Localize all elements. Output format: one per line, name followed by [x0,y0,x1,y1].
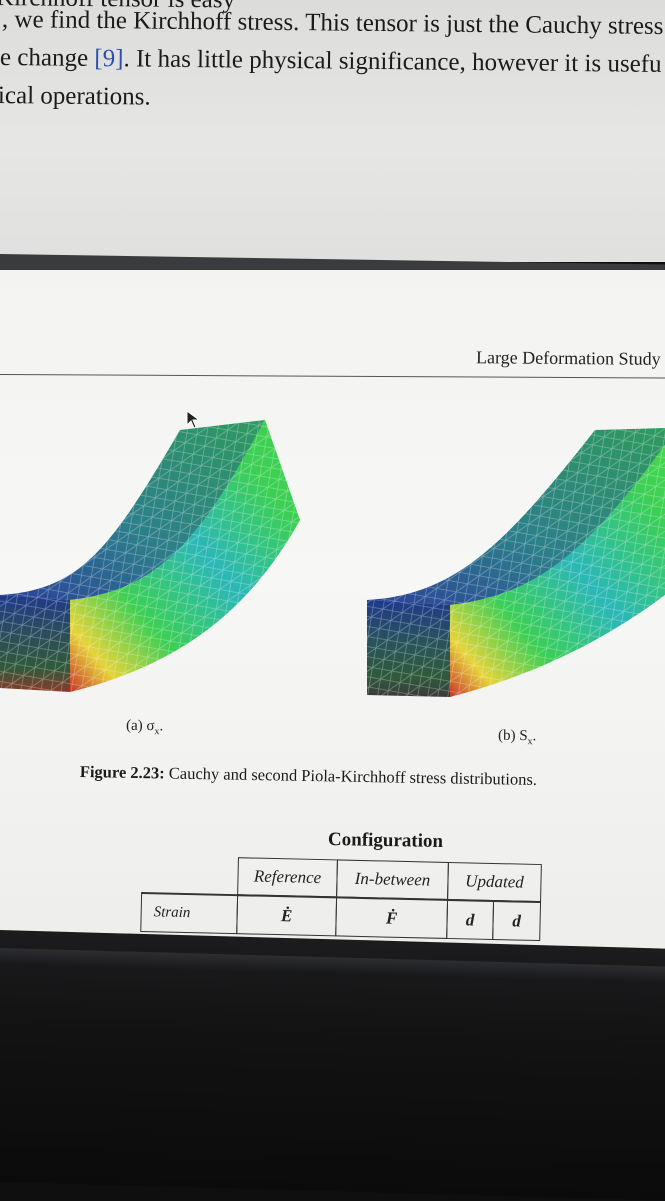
subfigure-a-beam [0,420,300,692]
subfigure-b-beam [367,428,665,697]
mouse-cursor-icon [186,410,201,429]
cell-strain-updated-1: d [446,898,495,940]
figure-page: Large Deformation Study [0,270,665,960]
header-rule [0,374,665,379]
cell-strain-reference: Ė [236,894,338,937]
column-header-in-between: In-between [336,859,449,900]
previous-page-text: Kirchhoff tensor is easy , we find the K… [0,0,665,262]
cell-strain-updated-2: d [492,899,542,942]
row-label-strain: Strain [140,891,239,935]
figure-caption: Figure 2.23: Cauchy and second Piola-Kir… [79,762,538,789]
text-line-2: e change [9]. It has little physical sig… [0,44,662,78]
subfigure-b-caption: (b) Sx. [497,727,537,748]
subfigure-a-caption: (a) σx. [125,717,164,738]
column-header-updated: Updated [447,861,542,903]
table-title: Configuration [327,828,444,853]
cell-strain-in-between: Ḟ [335,896,449,939]
page-header: Large Deformation Study [476,347,662,369]
text-line-1: , we find the Kirchhoff stress. This ten… [1,6,664,40]
column-header-reference: Reference [237,857,338,898]
text-line-3: ical operations. [0,82,151,111]
citation-link[interactable]: [9] [94,44,124,73]
